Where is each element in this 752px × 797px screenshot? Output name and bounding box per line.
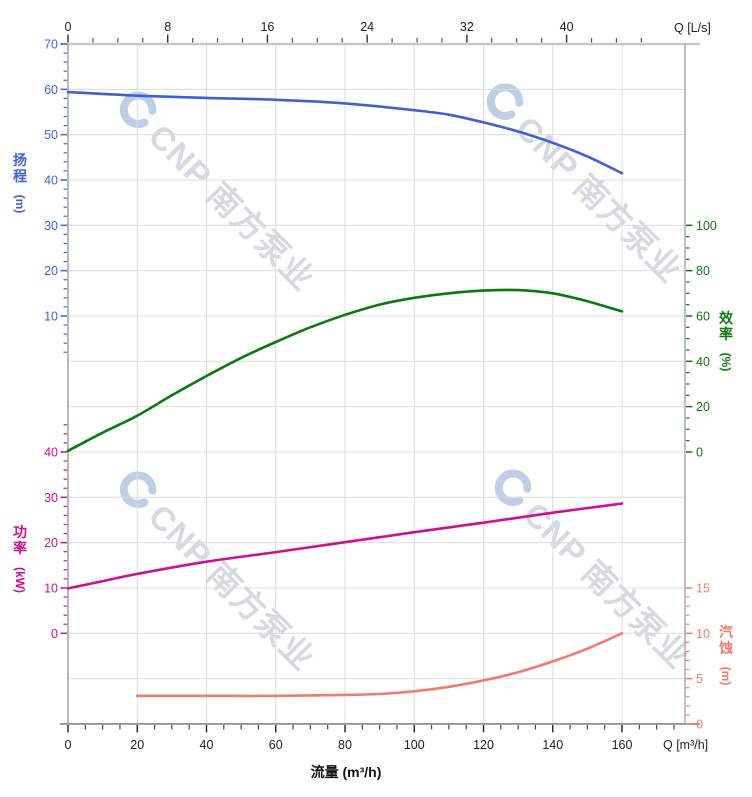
curve-efficiency: [66, 288, 624, 453]
svg-text:120: 120: [473, 738, 494, 752]
svg-text:100: 100: [404, 738, 425, 752]
power-axis-title-text: 功率: [13, 524, 27, 557]
grid-lines: [67, 43, 686, 725]
svg-text:50: 50: [44, 128, 58, 142]
svg-text:40: 40: [44, 173, 58, 187]
svg-text:0: 0: [51, 627, 58, 641]
svg-text:0: 0: [696, 445, 703, 459]
svg-text:20: 20: [44, 536, 58, 550]
svg-text:16: 16: [260, 20, 274, 34]
svg-text:40: 40: [200, 738, 214, 752]
svg-text:8: 8: [164, 20, 171, 34]
svg-text:24: 24: [360, 20, 374, 34]
svg-text:20: 20: [130, 738, 144, 752]
head-axis-title-text: 扬程: [13, 152, 27, 185]
svg-text:30: 30: [44, 491, 58, 505]
curve-power: [66, 502, 624, 590]
svg-text:0: 0: [65, 20, 72, 34]
svg-text:40: 40: [696, 355, 710, 369]
power-axis: 40 30 20 10 0: [44, 424, 67, 641]
svg-text:60: 60: [696, 309, 710, 323]
efficiency-axis-title: 效率 (%): [714, 310, 738, 379]
npsh-axis-unit: (m): [719, 666, 733, 686]
head-axis-title: 扬程 (m): [8, 152, 32, 221]
plot-spines: [67, 44, 686, 724]
svg-text:10: 10: [44, 581, 58, 595]
svg-text:20: 20: [696, 400, 710, 414]
curve-head: [66, 90, 624, 175]
bottom-axis: 0 20 40 60 80 100 120 140 160: [60, 723, 700, 752]
svg-text:60: 60: [44, 83, 58, 97]
svg-text:160: 160: [612, 738, 633, 752]
svg-text:10: 10: [696, 627, 710, 641]
top-axis-unit-label: Q [L/s]: [674, 21, 711, 35]
svg-text:80: 80: [696, 264, 710, 278]
curve-npsh: [135, 632, 624, 698]
top-axis: 0 8 16 24 32 40: [60, 20, 700, 46]
efficiency-axis-title-text: 效率: [719, 310, 733, 343]
efficiency-axis: 100 80 60 40 20 0: [686, 219, 717, 459]
npsh-axis: 15 10 5 0: [686, 581, 710, 731]
efficiency-axis-unit: (%): [719, 352, 733, 372]
svg-text:40: 40: [560, 20, 574, 34]
bottom-axis-unit-label: Q [m³/h]: [663, 738, 709, 752]
svg-text:140: 140: [542, 738, 563, 752]
svg-text:15: 15: [696, 581, 710, 595]
npsh-axis-title: 汽蚀 (m): [714, 624, 738, 693]
power-axis-unit: (kW): [13, 567, 27, 594]
head-axis-unit: (m): [13, 194, 27, 214]
npsh-axis-title-text: 汽蚀: [719, 624, 733, 657]
svg-text:100: 100: [696, 219, 717, 233]
svg-text:0: 0: [696, 717, 703, 731]
svg-text:80: 80: [338, 738, 352, 752]
svg-text:40: 40: [44, 445, 58, 459]
svg-text:60: 60: [269, 738, 283, 752]
svg-text:10: 10: [44, 309, 58, 323]
x-axis-title: 流量 (m³/h): [310, 764, 382, 780]
svg-text:20: 20: [44, 264, 58, 278]
svg-text:5: 5: [696, 672, 703, 686]
head-axis: 70 60 50 40 30 20 10: [44, 38, 67, 353]
svg-text:0: 0: [65, 738, 72, 752]
power-axis-title: 功率 (kW): [8, 524, 32, 601]
svg-text:32: 32: [460, 20, 474, 34]
svg-text:70: 70: [44, 38, 58, 52]
svg-text:30: 30: [44, 219, 58, 233]
